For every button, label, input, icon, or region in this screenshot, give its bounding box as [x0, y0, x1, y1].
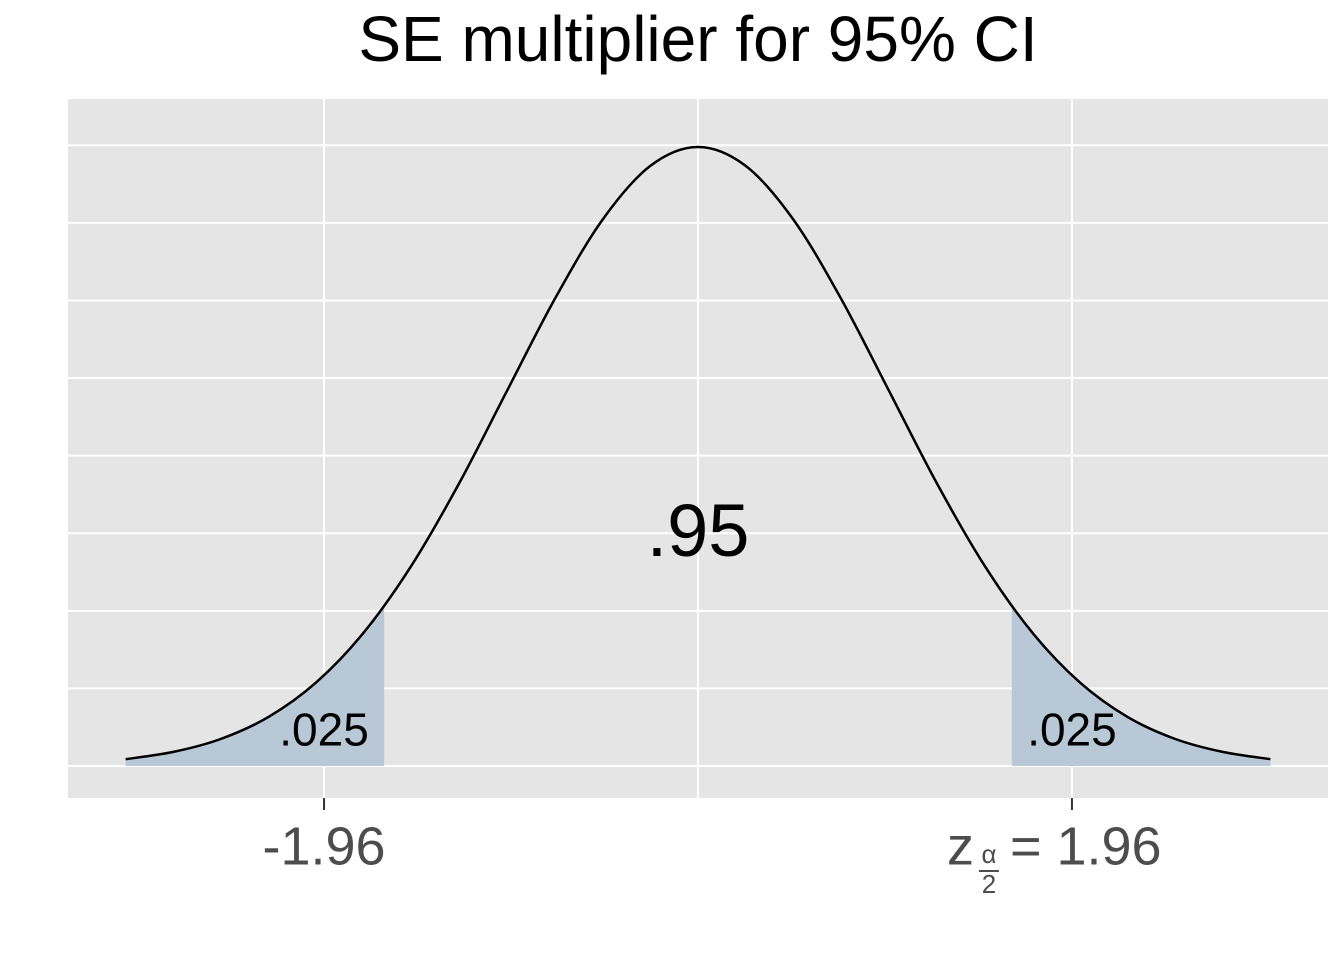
annotation: .025 [1027, 704, 1117, 756]
x-tick-label: = 1.96 [1010, 816, 1162, 876]
x-tick-symbol-sub: α [981, 839, 996, 869]
annotation: .025 [279, 704, 369, 756]
x-tick-symbol: z [947, 816, 974, 876]
x-tick-symbol-sub: 2 [982, 869, 996, 899]
chart-title: SE multiplier for 95% CI [358, 3, 1037, 75]
annotation: .95 [647, 489, 750, 572]
density-curve [125, 145, 1271, 761]
x-tick-label: -1.96 [262, 816, 385, 876]
shaded-area [1011, 606, 1271, 767]
shaded-area [125, 606, 385, 767]
